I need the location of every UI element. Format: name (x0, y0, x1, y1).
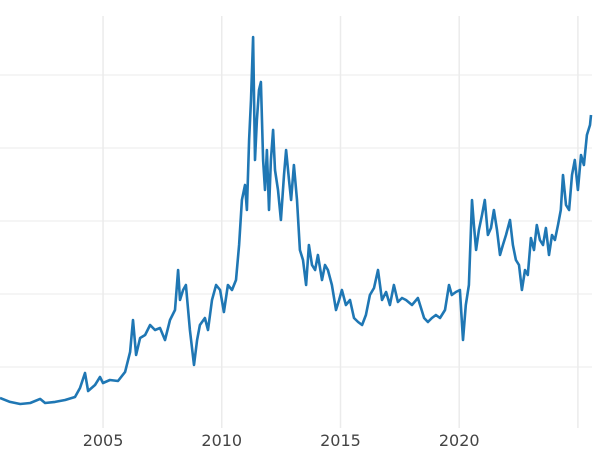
x-tick-label: 2015 (320, 431, 361, 450)
x-tick-label: 2005 (83, 431, 124, 450)
series-line (0, 35, 593, 406)
series-lines (0, 35, 593, 406)
x-tick-label: 2020 (439, 431, 480, 450)
x-axis-ticks: 2005 2010 2015 2020 (83, 431, 480, 450)
x-tick-label: 2010 (201, 431, 242, 450)
gridlines (0, 16, 592, 428)
